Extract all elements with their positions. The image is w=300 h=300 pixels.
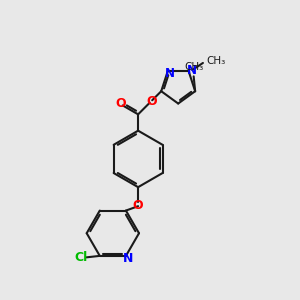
Text: O: O [146,95,157,108]
Text: Cl: Cl [74,251,88,264]
Text: N: N [187,64,196,77]
Text: O: O [133,200,143,212]
Text: CH₃: CH₃ [184,62,203,72]
Text: N: N [123,252,134,265]
Text: CH₃: CH₃ [206,56,226,67]
Text: N: N [165,67,175,80]
Text: O: O [115,98,126,110]
